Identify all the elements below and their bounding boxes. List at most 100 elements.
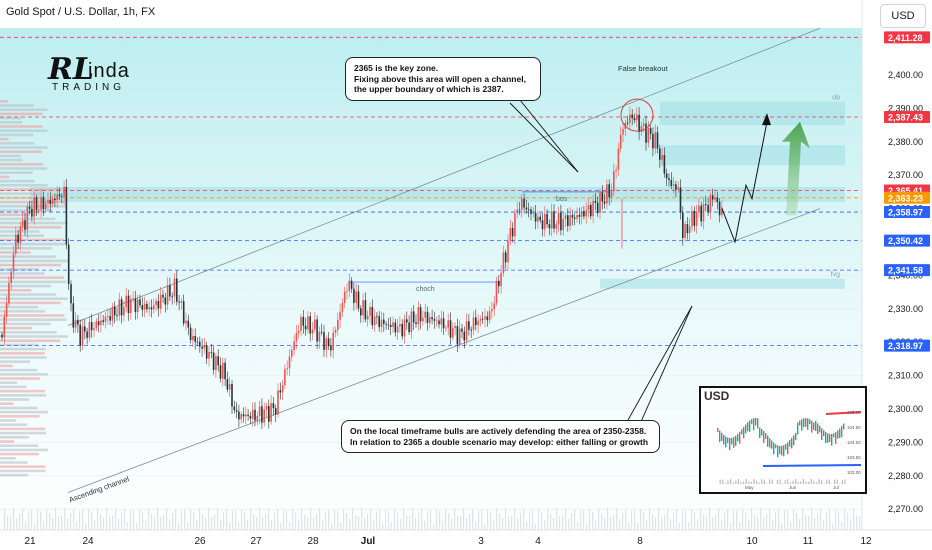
candle-body bbox=[380, 319, 383, 327]
volume-bar bbox=[61, 515, 63, 530]
volume-bar bbox=[784, 510, 786, 530]
zone-label-ob: ob bbox=[832, 95, 840, 102]
volume-profile-bar bbox=[0, 238, 64, 242]
candle-body bbox=[429, 317, 431, 323]
volume-bar bbox=[475, 521, 477, 530]
volume-bar bbox=[415, 517, 417, 530]
volume-bar bbox=[823, 520, 825, 530]
volume-bar bbox=[835, 509, 837, 530]
volume-bar bbox=[433, 523, 435, 530]
currency-button[interactable]: USD bbox=[880, 4, 926, 28]
symbol-title[interactable]: Gold Spot / U.S. Dollar, 1h, FX bbox=[6, 6, 156, 18]
candle-body bbox=[684, 224, 686, 238]
candle-body bbox=[587, 204, 590, 211]
volume-profile-bar bbox=[0, 314, 65, 317]
candle-body bbox=[33, 197, 35, 217]
candle-body bbox=[47, 199, 49, 204]
inset-candle bbox=[807, 418, 809, 430]
candle-body bbox=[286, 368, 288, 370]
candle-body bbox=[608, 184, 610, 198]
volume-bar bbox=[721, 519, 723, 530]
volume-bar bbox=[145, 520, 147, 530]
inset-candle bbox=[815, 420, 817, 431]
inset-volume-bar bbox=[808, 481, 810, 484]
candle-body bbox=[353, 288, 355, 303]
candle-body bbox=[640, 125, 643, 133]
candle-body bbox=[449, 320, 452, 338]
volume-profile-bar bbox=[0, 234, 44, 237]
volume-bar bbox=[100, 513, 102, 530]
candle-body bbox=[127, 295, 130, 313]
volume-bar bbox=[679, 522, 681, 530]
x-tick-label: 10 bbox=[746, 536, 758, 547]
candle-body bbox=[585, 210, 587, 217]
inset-candle bbox=[791, 437, 793, 449]
candle-body bbox=[479, 318, 482, 321]
volume-bar bbox=[232, 510, 234, 530]
candle-body bbox=[26, 206, 29, 230]
candle-body bbox=[118, 299, 121, 316]
x-tick-label: 8 bbox=[637, 536, 643, 547]
volume-bar bbox=[703, 514, 705, 530]
volume-bar bbox=[220, 519, 222, 530]
volume-bar bbox=[631, 510, 633, 530]
candle-body bbox=[470, 329, 472, 331]
volume-bar bbox=[157, 508, 159, 530]
candle-body bbox=[546, 213, 548, 225]
candle-body bbox=[654, 132, 656, 149]
volume-bar bbox=[256, 516, 258, 530]
inset-candle bbox=[797, 422, 799, 435]
y-tick-label: 2,400.00 bbox=[888, 70, 923, 80]
volume-profile-bar bbox=[0, 129, 48, 132]
volume-bar bbox=[799, 518, 801, 530]
candle-body bbox=[104, 316, 107, 322]
inset-candle bbox=[787, 442, 789, 455]
inset-volume-bar bbox=[758, 482, 760, 484]
candle-body bbox=[569, 215, 571, 226]
candle-body bbox=[399, 324, 401, 327]
volume-bar bbox=[604, 517, 606, 530]
inset-candle bbox=[725, 436, 727, 448]
candle-body bbox=[270, 403, 272, 422]
inset-y-label: 104.50 bbox=[847, 425, 861, 430]
inset-candle bbox=[781, 445, 783, 456]
volume-bar bbox=[349, 518, 351, 530]
channel-lower bbox=[67, 208, 821, 493]
inset-volume-bar bbox=[792, 480, 794, 484]
candle-body bbox=[642, 123, 645, 126]
candle-body bbox=[155, 300, 157, 306]
volume-bar bbox=[250, 508, 252, 530]
candle-body bbox=[111, 306, 114, 321]
price-tag-label-3: 2,363.23 bbox=[888, 193, 923, 203]
projection-path bbox=[721, 121, 768, 244]
candle-body bbox=[245, 414, 247, 417]
volume-profile-bar bbox=[0, 444, 39, 447]
candle-body bbox=[537, 216, 539, 222]
candle-body bbox=[373, 316, 376, 326]
volume-bar bbox=[706, 516, 708, 530]
candle-body bbox=[392, 322, 394, 327]
inset-candle bbox=[825, 432, 827, 444]
candle-body bbox=[109, 316, 111, 321]
inset-volume-bar bbox=[743, 481, 745, 484]
volume-bar bbox=[67, 518, 69, 530]
candle-body bbox=[645, 123, 647, 143]
volume-profile-bar bbox=[0, 221, 68, 225]
volume-bar bbox=[775, 511, 777, 530]
volume-bar bbox=[19, 513, 21, 530]
volume-bar bbox=[700, 508, 702, 530]
candle-body bbox=[454, 326, 456, 329]
candle-body bbox=[302, 316, 305, 326]
candle-body bbox=[251, 409, 254, 419]
volume-bar bbox=[571, 512, 573, 530]
volume-bar bbox=[469, 513, 471, 530]
candle-body bbox=[389, 324, 392, 327]
volume-bar bbox=[454, 508, 456, 530]
candle-body bbox=[284, 369, 286, 386]
candle-body bbox=[693, 210, 696, 226]
volume-profile-bar bbox=[0, 259, 68, 263]
candle-body bbox=[330, 346, 332, 351]
candle-body bbox=[601, 192, 604, 202]
candle-body bbox=[332, 332, 334, 351]
volume-bar bbox=[31, 509, 33, 530]
